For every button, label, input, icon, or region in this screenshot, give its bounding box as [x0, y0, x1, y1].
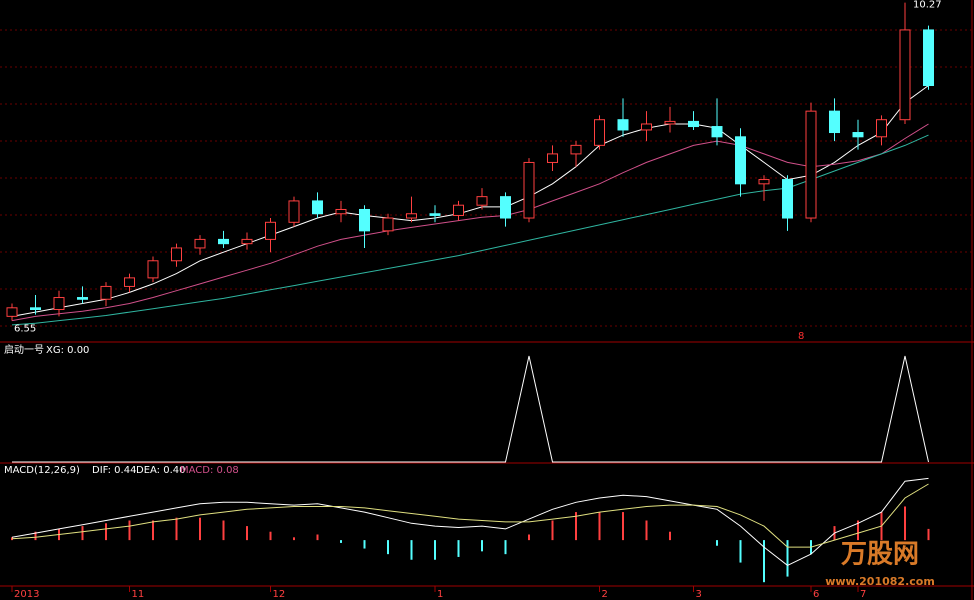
x-tick-label: 2 [602, 589, 608, 600]
macd-label: MACD: 0.08 [180, 465, 239, 476]
watermark-url: www.201082.com [825, 575, 935, 588]
candle-body [570, 144, 582, 155]
candle-body [641, 123, 652, 131]
indicator-label: XG: 0.00 [46, 345, 89, 356]
candle-body [758, 179, 770, 185]
candle-body [335, 208, 347, 215]
candle-body [241, 238, 253, 245]
x-tick-label: 6 [813, 589, 819, 600]
candle-body [171, 247, 182, 262]
candle-body [923, 29, 934, 86]
candle-body [523, 161, 535, 219]
x-tick-label: 12 [273, 589, 286, 600]
candle-body [77, 297, 88, 300]
candle-body [500, 196, 511, 219]
x-tick-label: 2013 [14, 589, 39, 600]
dif-line [11, 477, 929, 566]
candle-body [406, 213, 417, 219]
x-tick-label: 7 [860, 589, 866, 600]
candle-body [265, 221, 276, 240]
candle-body [829, 110, 840, 134]
candle-body [617, 119, 629, 131]
x-tick-label: 11 [132, 589, 145, 600]
candle-body [688, 120, 699, 128]
candle-body [124, 277, 135, 287]
dif-label: DIF: 0.44 [92, 465, 136, 476]
moving-average [11, 85, 929, 317]
candle-body [288, 200, 300, 223]
candle-body [218, 238, 229, 245]
indicator-name: 启动一号 [4, 343, 44, 356]
candle-body [876, 119, 887, 138]
candle-body [53, 297, 65, 311]
candle-body [735, 136, 746, 185]
moving-average [11, 134, 929, 326]
x-tick-label: 3 [696, 589, 702, 600]
candle-body [100, 285, 112, 300]
xg-line [12, 355, 929, 463]
candle-body [194, 238, 206, 249]
annotation: 8 [798, 331, 804, 342]
moving-average [11, 123, 929, 322]
candle-body [359, 208, 370, 232]
candle-body [594, 119, 605, 146]
x-tick-label: 1 [437, 589, 443, 600]
candle-body [6, 307, 18, 317]
candle-body [312, 200, 323, 215]
candle-body [782, 179, 793, 219]
candle-body [711, 126, 723, 138]
candle-body [547, 153, 558, 163]
dea-label: DEA: 0.40 [136, 465, 186, 476]
candle-body [664, 120, 676, 125]
candle-body [453, 204, 464, 216]
macd-title: MACD(12,26,9) [4, 465, 80, 476]
low-label: 6.55 [14, 324, 36, 335]
candle-body [382, 217, 394, 232]
candle-body [852, 132, 864, 138]
watermark-title: 万股网 [841, 540, 919, 570]
candle-body [147, 260, 159, 279]
candle-body [429, 213, 441, 216]
dea-line [11, 483, 929, 548]
candle-body [476, 196, 488, 206]
candle-body [899, 29, 911, 121]
high-label: 10.27 [913, 0, 942, 11]
candle-body [805, 110, 817, 219]
candle-body [30, 307, 41, 311]
